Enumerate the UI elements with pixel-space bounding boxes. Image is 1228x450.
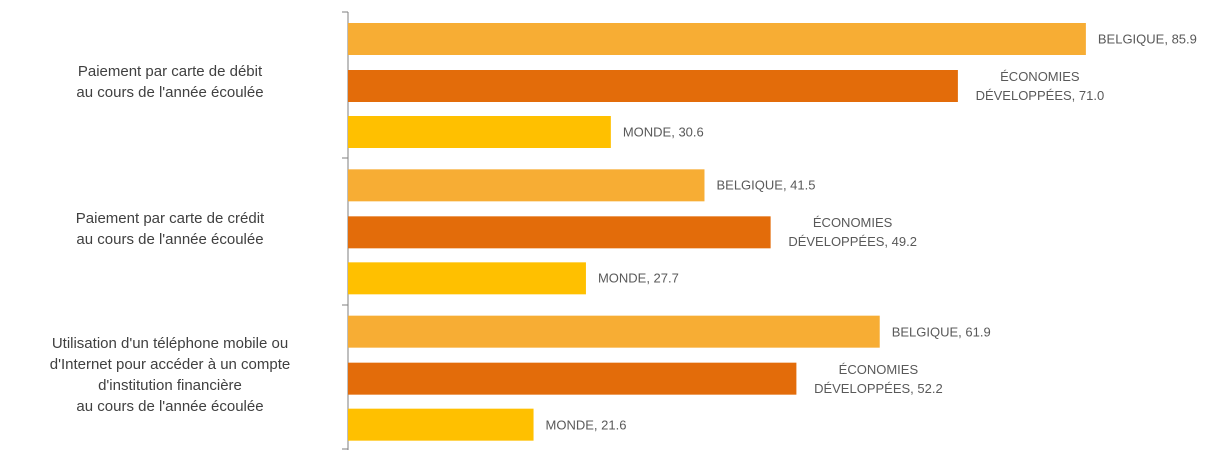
data-label: MONDE, 21.6 [545,417,627,433]
bar [348,169,705,202]
data-label: BELGIQUE, 61.9 [891,324,991,340]
bar [348,262,586,295]
data-label: BELGIQUE, 85.9 [1097,31,1197,47]
bar [348,408,534,441]
data-label: MONDE, 30.6 [622,124,704,140]
bar [348,315,880,348]
category-label: Paiement par carte de débit au cours de … [76,63,264,102]
data-label: ÉCONOMIES DÉVELOPPÉES, 71.0 [975,69,1105,103]
bar [348,362,797,395]
bar [348,70,958,102]
data-label: MONDE, 27.7 [597,270,679,286]
data-label: ÉCONOMIES DÉVELOPPÉES, 52.2 [814,361,943,396]
category-label: Paiement par carte de crédit au cours de… [75,209,265,248]
bar [348,116,611,148]
bar [348,23,1086,55]
data-label: ÉCONOMIES DÉVELOPPÉES, 49.2 [788,215,917,250]
bar [348,216,771,249]
data-label: BELGIQUE, 41.5 [716,177,816,193]
category-label: Utilisation d'un téléphone mobile ou d'I… [49,334,291,415]
